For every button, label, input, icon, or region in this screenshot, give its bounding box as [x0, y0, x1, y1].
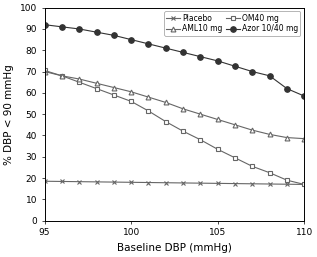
- OM40 mg: [60, 74, 64, 77]
- AML10 mg: [164, 101, 168, 104]
- OM40 mg: [198, 138, 202, 141]
- AML10 mg: [60, 74, 64, 77]
- Placebo: [112, 181, 116, 184]
- OM40 mg: [146, 109, 150, 113]
- Azor 10/40 mg: [164, 47, 168, 50]
- Azor 10/40 mg: [43, 23, 47, 26]
- Placebo: [60, 180, 64, 183]
- Azor 10/40 mg: [302, 95, 306, 98]
- Line: AML10 mg: AML10 mg: [42, 69, 307, 141]
- Placebo: [285, 183, 289, 186]
- AML10 mg: [43, 70, 47, 73]
- Azor 10/40 mg: [77, 27, 81, 31]
- AML10 mg: [233, 123, 237, 126]
- Placebo: [146, 181, 150, 184]
- Placebo: [43, 180, 47, 183]
- Azor 10/40 mg: [181, 51, 185, 54]
- Azor 10/40 mg: [268, 74, 271, 77]
- Placebo: [233, 182, 237, 185]
- OM40 mg: [216, 148, 220, 151]
- Azor 10/40 mg: [216, 59, 220, 62]
- AML10 mg: [146, 96, 150, 99]
- AML10 mg: [129, 90, 133, 93]
- X-axis label: Baseline DBP (mmHg): Baseline DBP (mmHg): [117, 243, 232, 253]
- Placebo: [250, 182, 254, 185]
- Azor 10/40 mg: [198, 55, 202, 58]
- Azor 10/40 mg: [112, 34, 116, 37]
- OM40 mg: [181, 130, 185, 133]
- OM40 mg: [129, 100, 133, 103]
- Y-axis label: % DBP < 90 mmHg: % DBP < 90 mmHg: [4, 64, 14, 164]
- Line: Azor 10/40 mg: Azor 10/40 mg: [42, 22, 307, 99]
- Placebo: [216, 182, 220, 185]
- OM40 mg: [164, 120, 168, 123]
- Placebo: [198, 182, 202, 185]
- AML10 mg: [302, 137, 306, 140]
- Legend: Placebo, AML10 mg, OM40 mg, Azor 10/40 mg: Placebo, AML10 mg, OM40 mg, Azor 10/40 m…: [164, 12, 301, 36]
- AML10 mg: [268, 133, 271, 136]
- OM40 mg: [285, 179, 289, 182]
- Placebo: [77, 180, 81, 183]
- OM40 mg: [95, 87, 99, 90]
- Azor 10/40 mg: [285, 87, 289, 90]
- Line: OM40 mg: OM40 mg: [42, 68, 307, 187]
- Placebo: [302, 183, 306, 186]
- Placebo: [268, 182, 271, 186]
- AML10 mg: [95, 82, 99, 85]
- OM40 mg: [233, 156, 237, 159]
- Azor 10/40 mg: [129, 38, 133, 41]
- Azor 10/40 mg: [95, 31, 99, 34]
- Azor 10/40 mg: [250, 70, 254, 73]
- AML10 mg: [198, 113, 202, 116]
- Placebo: [181, 181, 185, 185]
- AML10 mg: [285, 136, 289, 139]
- AML10 mg: [181, 107, 185, 110]
- AML10 mg: [216, 118, 220, 121]
- AML10 mg: [112, 86, 116, 89]
- OM40 mg: [43, 69, 47, 72]
- OM40 mg: [77, 81, 81, 84]
- AML10 mg: [250, 128, 254, 132]
- Azor 10/40 mg: [60, 25, 64, 28]
- Azor 10/40 mg: [146, 42, 150, 45]
- Azor 10/40 mg: [233, 65, 237, 68]
- Placebo: [129, 181, 133, 184]
- Placebo: [95, 180, 99, 183]
- AML10 mg: [77, 77, 81, 80]
- OM40 mg: [268, 171, 271, 174]
- OM40 mg: [302, 183, 306, 186]
- OM40 mg: [250, 165, 254, 168]
- OM40 mg: [112, 94, 116, 97]
- Placebo: [164, 181, 168, 184]
- Line: Placebo: Placebo: [42, 179, 307, 187]
